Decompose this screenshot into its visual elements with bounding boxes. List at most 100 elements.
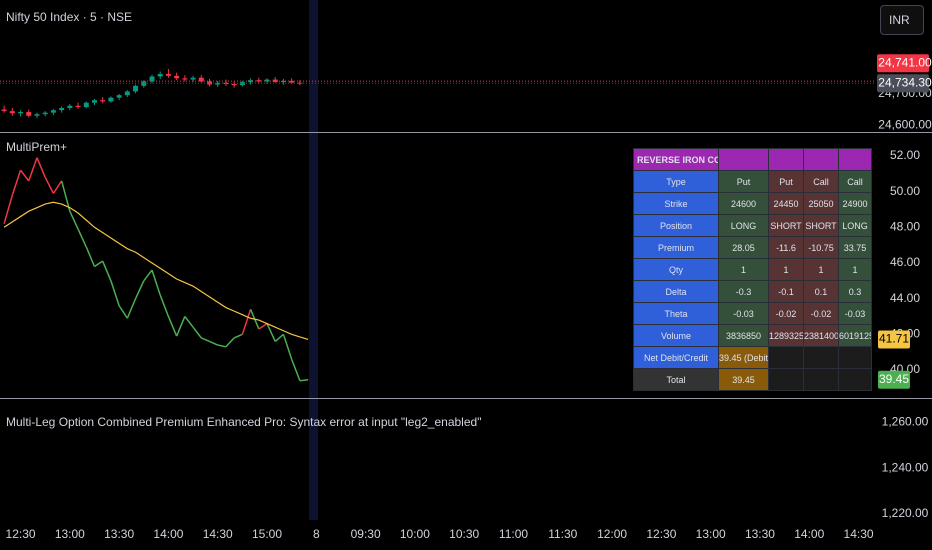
- value-badge-label: 39.45: [879, 372, 909, 386]
- table-cell: SHORT: [768, 214, 804, 237]
- x-tick-label: 14:00: [794, 527, 824, 541]
- table-cell: [803, 346, 839, 369]
- premium-segment: [60, 180, 71, 212]
- y-tick-label: 46.00: [890, 255, 920, 269]
- premium-segment: [200, 337, 210, 343]
- table-cell: 6019125: [838, 324, 872, 347]
- row-label: Premium: [633, 236, 719, 259]
- table-cell: [838, 368, 872, 391]
- indicator-title: MultiPrem+: [6, 140, 67, 154]
- premium-segment: [282, 334, 293, 360]
- candle-body: [1, 109, 7, 112]
- candle-body: [182, 78, 188, 80]
- row-label: Position: [633, 214, 719, 237]
- y-tick-label: 48.00: [890, 219, 920, 233]
- premium-segment: [233, 333, 243, 339]
- y-tick-label: 1,240.00: [882, 460, 929, 474]
- table-cell: -0.1: [768, 280, 804, 303]
- table-cell: 24450: [768, 192, 804, 215]
- premium-segment: [118, 305, 128, 319]
- premium-segment: [266, 323, 276, 342]
- row-label: Delta: [633, 280, 719, 303]
- table-cell: Call: [803, 170, 839, 193]
- value-badge-label: 41.71: [879, 332, 909, 346]
- premium-segment: [102, 260, 112, 282]
- candle-body: [116, 95, 122, 98]
- table-cell: 2381400: [803, 324, 839, 347]
- premium-segment: [274, 333, 284, 343]
- table-cell: 33.75: [838, 236, 872, 259]
- symbol-title: Nifty 50 Index · 5 · NSE: [6, 10, 132, 24]
- x-tick-label: 12:30: [646, 527, 676, 541]
- table-cell: 39.45: [718, 368, 769, 391]
- y-tick-label: 24,600.00: [878, 117, 932, 131]
- table-row: Qty 1 1 1 1: [633, 258, 872, 281]
- candle-body: [100, 100, 106, 102]
- table-cell: [768, 148, 804, 171]
- table-row: Theta -0.03 -0.02 -0.02 -0.03: [633, 302, 872, 325]
- premium-segment: [85, 246, 96, 267]
- premium-segment: [11, 169, 22, 196]
- table-cell: 1: [718, 258, 769, 281]
- session-break: [309, 0, 318, 520]
- currency-button[interactable]: INR: [880, 5, 924, 35]
- candle-body: [141, 81, 147, 86]
- premium-segment: [3, 194, 14, 224]
- premium-segment: [52, 180, 63, 194]
- table-cell: [803, 148, 839, 171]
- table-cell: 0.3: [838, 280, 872, 303]
- y-tick-label: 44.00: [890, 291, 920, 305]
- price-badge-label: 24,741.00: [878, 55, 932, 69]
- table-row: Strike 24600 24450 25050 24900: [633, 192, 872, 215]
- premium-segment: [77, 228, 87, 248]
- premium-segment: [184, 316, 194, 328]
- premium-segment: [299, 379, 309, 382]
- candle-body: [9, 111, 15, 114]
- candle-body: [149, 76, 155, 82]
- candle-body: [248, 80, 254, 83]
- table-cell: 0.1: [803, 280, 839, 303]
- table-cell: 1: [838, 258, 872, 281]
- premium-segment: [167, 316, 178, 337]
- table-cell: [718, 148, 769, 171]
- x-tick-label: 13:00: [55, 527, 85, 541]
- premium-segment: [175, 316, 186, 337]
- premium-segment: [110, 280, 120, 306]
- candle-body: [67, 105, 73, 108]
- table-cell: [803, 368, 839, 391]
- row-label: Type: [633, 170, 719, 193]
- premium-segment: [290, 359, 301, 381]
- table-row: Volume 3836850 1289325 2381400 6019125: [633, 324, 872, 347]
- table-row: Net Debit/Credit 39.45 (Debit): [633, 346, 872, 369]
- table-cell: 3836850: [718, 324, 769, 347]
- error-message: Multi-Leg Option Combined Premium Enhanc…: [6, 415, 481, 429]
- table-body: REVERSE IRON CONDOR TypePutPutCallCallSt…: [633, 148, 872, 391]
- x-tick-label: 10:30: [449, 527, 479, 541]
- x-tick-label: 15:00: [252, 527, 282, 541]
- x-tick-label: 14:30: [203, 527, 233, 541]
- premium-segment: [217, 344, 227, 348]
- x-tick-label: 09:30: [351, 527, 381, 541]
- x-tick-label: 10:00: [400, 527, 430, 541]
- value-badge: [878, 370, 910, 389]
- premium-segment: [192, 326, 202, 339]
- premium-segment: [258, 322, 268, 330]
- premium-segment: [225, 337, 235, 348]
- table-cell: Put: [718, 170, 769, 193]
- x-tick-label: 12:30: [6, 527, 36, 541]
- table-cell: 25050: [803, 192, 839, 215]
- table-cell: 28.05: [718, 236, 769, 259]
- strategy-table: REVERSE IRON CONDOR TypePutPutCallCallSt…: [633, 148, 872, 391]
- x-tick-label: 13:30: [745, 527, 775, 541]
- premium-segment: [134, 280, 145, 299]
- x-tick-label: 13:00: [696, 527, 726, 541]
- premium-segment: [36, 157, 46, 178]
- premium-segment: [126, 298, 137, 319]
- candle-body: [50, 110, 56, 113]
- table-cell: -0.03: [718, 302, 769, 325]
- candle-body: [133, 85, 139, 92]
- candle-body: [157, 73, 163, 77]
- candle-body: [18, 112, 24, 114]
